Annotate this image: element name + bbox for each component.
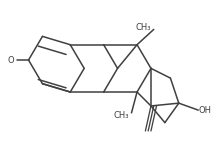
Text: CH₃: CH₃: [136, 23, 151, 32]
Text: OH: OH: [198, 106, 211, 115]
Text: O: O: [8, 55, 15, 65]
Text: CH₃: CH₃: [113, 111, 129, 120]
